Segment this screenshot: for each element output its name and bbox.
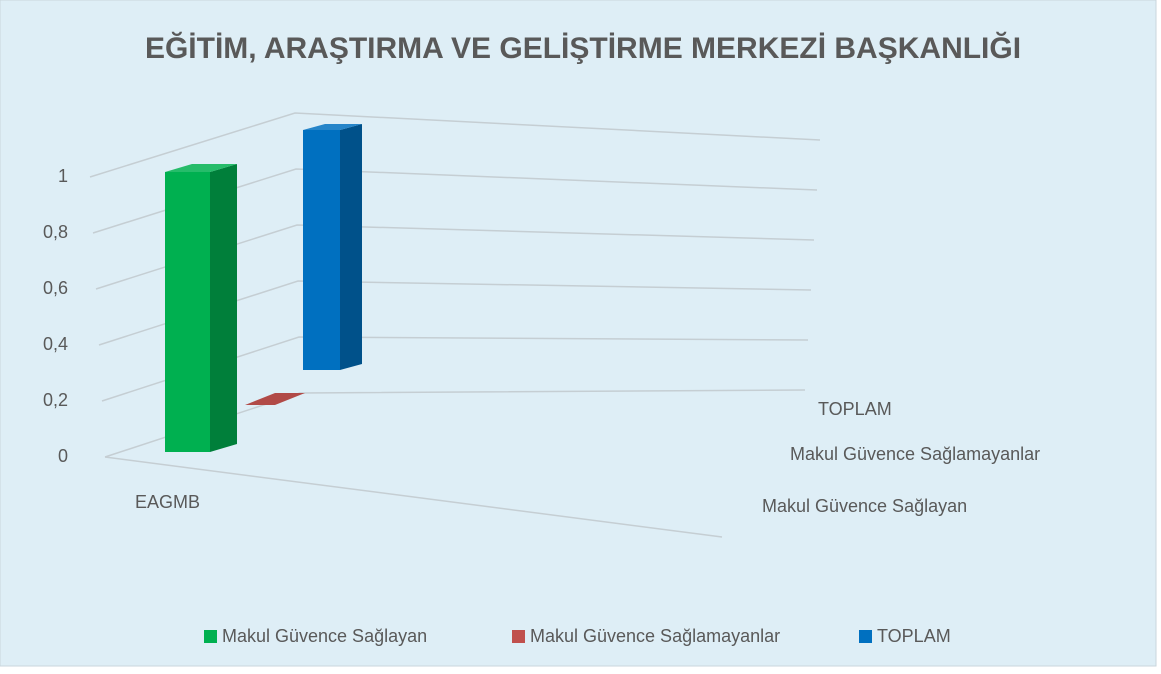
legend-label: Makul Güvence Sağlamayanlar [530, 626, 780, 646]
bar-top [165, 164, 237, 172]
bar [303, 130, 340, 370]
bar-top [303, 124, 362, 130]
y-tick-label: 0,6 [43, 278, 68, 298]
bar-top [245, 393, 305, 405]
depth-label: TOPLAM [818, 399, 892, 419]
bar-side [340, 124, 362, 370]
chart-title: EĞİTİM, ARAŞTIRMA VE GELİŞTİRME MERKEZİ … [145, 31, 1021, 65]
legend-label: Makul Güvence Sağlayan [222, 626, 427, 646]
floor-edge [104, 456, 723, 538]
depth-label: Makul Güvence Sağlamayanlar [790, 444, 1040, 464]
y-tick-label: 0 [58, 446, 68, 466]
y-tick-label: 0,2 [43, 390, 68, 410]
legend-swatch [512, 630, 525, 643]
legend-swatch [859, 630, 872, 643]
grid-line [95, 224, 815, 290]
x-tick-label: EAGMB [135, 492, 200, 512]
y-tick-label: 0,4 [43, 334, 68, 354]
bar-side [210, 164, 237, 452]
bar [165, 172, 210, 452]
legend-swatch [204, 630, 217, 643]
grid-line [89, 112, 821, 178]
legend-label: TOPLAM [877, 626, 951, 646]
y-tick-label: 1 [58, 166, 68, 186]
depth-label: Makul Güvence Sağlayan [762, 496, 967, 516]
grid-line [92, 168, 818, 234]
y-tick-label: 0,8 [43, 222, 68, 242]
